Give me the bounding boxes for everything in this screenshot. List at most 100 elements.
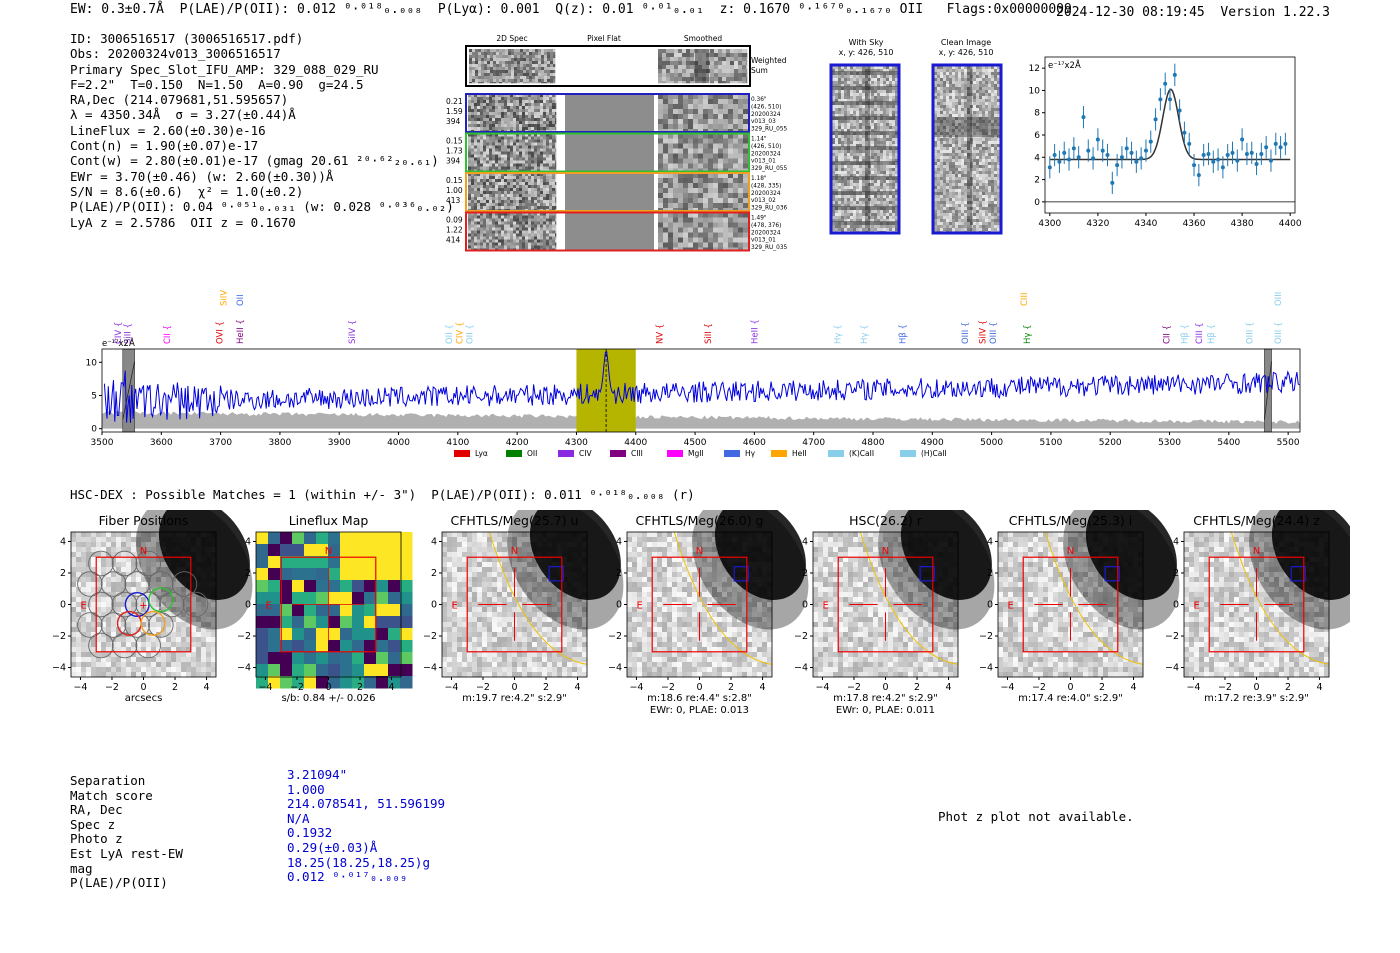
pixel [952, 69, 956, 73]
pixel [982, 87, 986, 91]
pixel [540, 157, 544, 161]
pixel [856, 201, 860, 205]
pixel [853, 213, 857, 217]
pixel [537, 212, 541, 216]
pixel [531, 233, 535, 237]
pixel [832, 111, 836, 115]
pixel [534, 182, 538, 186]
pixel [477, 163, 481, 167]
pixel [967, 105, 971, 109]
pixel [678, 69, 683, 74]
info-line: Cont(n) = 1.90(±0.07)e-17 [70, 138, 259, 154]
pixel [544, 82, 548, 84]
pixel [658, 208, 664, 212]
pixel [478, 79, 482, 83]
pixel [850, 111, 854, 115]
pixel [850, 135, 854, 139]
pixel [534, 148, 538, 152]
pixel [940, 129, 944, 133]
pixel [838, 90, 842, 94]
pixel [480, 224, 484, 228]
pixel [495, 106, 499, 110]
pixel [841, 189, 845, 193]
pixel [474, 127, 478, 131]
pixel [970, 75, 974, 79]
pixel [728, 94, 734, 100]
pixel [726, 61, 731, 66]
pixel [480, 221, 484, 225]
pixel [862, 180, 866, 184]
pixel [733, 193, 739, 199]
pixel [468, 185, 472, 189]
pixel [510, 203, 514, 207]
pixel [868, 93, 872, 97]
pixel [994, 144, 998, 148]
pixel [718, 138, 724, 144]
pixel [546, 215, 550, 219]
pixel [501, 151, 505, 155]
pixel [549, 100, 553, 104]
pixel [988, 153, 992, 157]
pixel [468, 115, 472, 119]
pixel [555, 127, 557, 131]
pixel [708, 208, 714, 212]
pixel [519, 242, 523, 246]
pixel [743, 178, 749, 184]
pixel [841, 213, 845, 217]
pixel [522, 157, 526, 161]
pixel [874, 174, 878, 178]
pixel [895, 114, 899, 118]
pixel [471, 212, 475, 216]
pixel [528, 197, 532, 201]
pixel [483, 118, 487, 122]
pixel [859, 150, 863, 154]
pixel [693, 163, 699, 169]
pixel [934, 123, 938, 127]
pixel [522, 218, 526, 222]
pixel [994, 186, 998, 190]
pixel [492, 100, 496, 104]
pixel [841, 90, 845, 94]
pixel [988, 132, 992, 136]
pixel [668, 119, 674, 125]
pixel [726, 53, 731, 58]
pixel [886, 126, 890, 130]
pixel [703, 193, 709, 199]
pixel [889, 201, 893, 205]
pixel [498, 145, 502, 149]
row-frame [465, 132, 750, 173]
pixel [979, 99, 983, 103]
pixel [501, 112, 505, 116]
pixel [477, 115, 481, 119]
pixel [844, 120, 848, 124]
pixel [498, 218, 502, 222]
pixel [880, 141, 884, 145]
pixel [952, 78, 956, 82]
pixel [683, 163, 689, 169]
pixel [985, 93, 989, 97]
pixel [492, 236, 496, 240]
pixel [895, 168, 899, 172]
pixel [943, 96, 947, 100]
pixel [856, 156, 860, 160]
pixel [534, 103, 538, 107]
pixel [471, 176, 475, 180]
pixel [985, 114, 989, 118]
pixel [722, 73, 727, 78]
pixel [471, 94, 475, 98]
pixel [991, 102, 995, 106]
pixel [862, 129, 866, 133]
pixel [468, 200, 472, 204]
pixel [723, 212, 729, 218]
pixel [961, 123, 965, 127]
pixel [498, 109, 502, 113]
pixel [865, 213, 869, 217]
pixel [555, 133, 557, 137]
pixel [474, 200, 478, 204]
pixel [513, 148, 517, 152]
pixel [738, 143, 744, 149]
pixel [958, 102, 962, 106]
pixel [877, 216, 881, 220]
pixel [952, 135, 956, 139]
pixel [532, 79, 536, 83]
